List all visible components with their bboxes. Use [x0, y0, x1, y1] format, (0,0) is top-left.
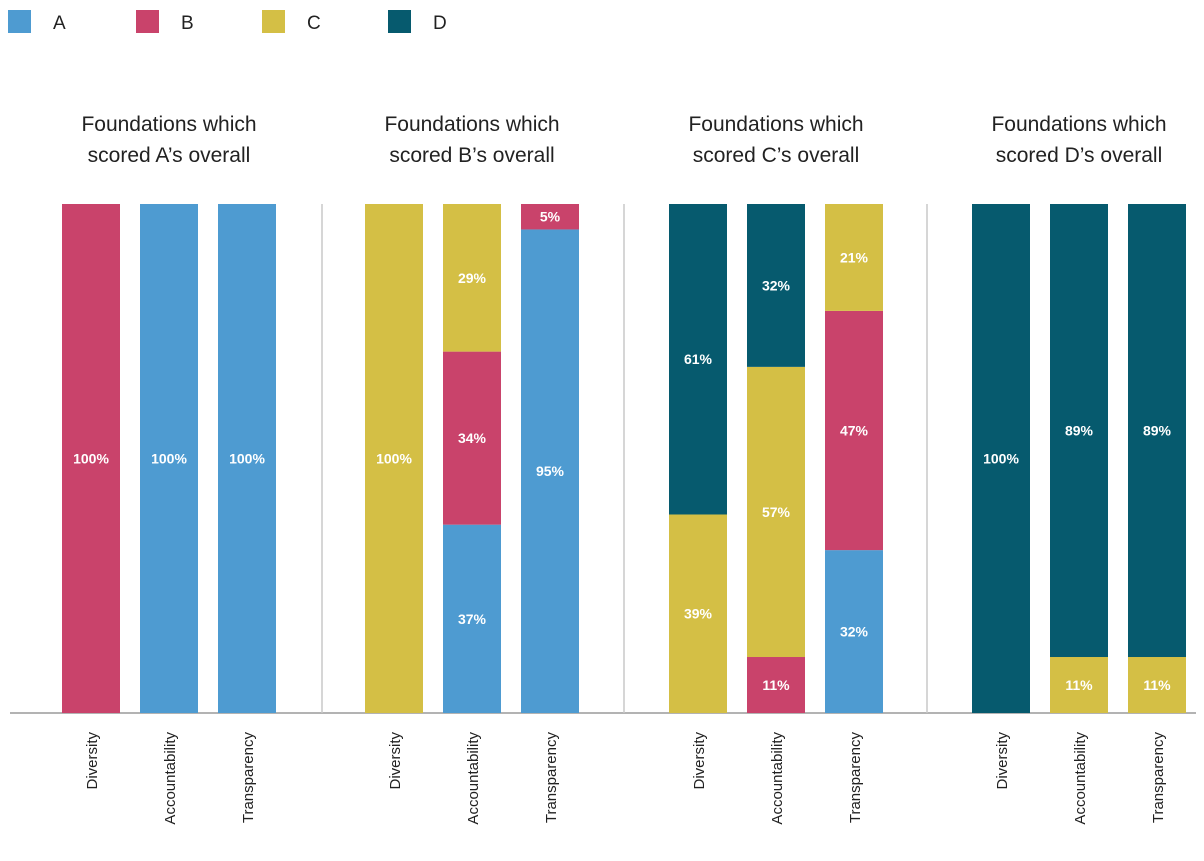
category-label-panel3-transparency: Transparency — [847, 732, 864, 824]
panel-title-4-line-2: scored D’s overall — [996, 144, 1163, 167]
data-label-panel3-transparency-a: 32% — [840, 624, 869, 640]
bar-segment-panel3-accountability-b — [747, 657, 805, 713]
category-label-panel1-accountability: Accountability — [162, 732, 179, 825]
bar-segment-panel3-transparency-a — [825, 550, 883, 713]
data-label-panel3-accountability-c: 57% — [762, 504, 791, 520]
data-label-panel4-accountability-d: 89% — [1065, 423, 1094, 439]
category-label-panel3-accountability: Accountability — [769, 732, 786, 825]
data-label-panel1-diversity-b: 100% — [73, 451, 109, 467]
bar-segment-panel2-accountability-b — [443, 351, 501, 525]
data-label-panel3-accountability-d: 32% — [762, 277, 791, 293]
bar-segment-panel3-diversity-d — [669, 204, 727, 515]
bar-segment-panel2-diversity-c — [365, 204, 423, 713]
bar-segment-panel4-transparency-c — [1128, 657, 1186, 713]
panel-title-2-line-1: Foundations which — [384, 113, 559, 136]
legend-swatch-a — [8, 10, 31, 33]
data-label-panel2-transparency-a: 95% — [536, 463, 565, 479]
category-label-panel4-accountability: Accountability — [1072, 732, 1089, 825]
data-label-panel1-accountability-a: 100% — [151, 451, 187, 467]
bar-segment-panel4-diversity-d — [972, 204, 1030, 713]
panel-title-2-line-2: scored B’s overall — [389, 144, 554, 167]
bar-segment-panel1-transparency-a — [218, 204, 276, 713]
legend-label-b: B — [181, 13, 194, 34]
category-label-panel4-diversity: Diversity — [994, 732, 1011, 790]
bar-segment-panel2-accountability-c — [443, 204, 501, 352]
legend-swatch-c — [262, 10, 285, 33]
category-label-panel2-accountability: Accountability — [465, 732, 482, 825]
category-label-panel4-transparency: Transparency — [1150, 732, 1167, 824]
bar-segment-panel3-accountability-c — [747, 366, 805, 658]
data-label-panel2-transparency-b: 5% — [540, 209, 561, 225]
bar-segment-panel3-diversity-c — [669, 514, 727, 713]
data-label-panel2-accountability-b: 34% — [458, 430, 487, 446]
data-label-panel2-accountability-a: 37% — [458, 611, 487, 627]
data-label-panel2-accountability-c: 29% — [458, 270, 487, 286]
bar-segment-panel4-accountability-d — [1050, 204, 1108, 658]
data-label-panel3-diversity-d: 61% — [684, 351, 713, 367]
legend-swatch-d — [388, 10, 411, 33]
bar-segment-panel2-transparency-a — [521, 229, 579, 713]
legend-swatch-b — [136, 10, 159, 33]
data-label-panel3-accountability-b: 11% — [762, 677, 790, 693]
bar-segment-panel2-transparency-b — [521, 204, 579, 230]
panel-title-3-line-2: scored C’s overall — [693, 144, 860, 167]
data-label-panel2-diversity-c: 100% — [376, 451, 412, 467]
panel-title-4-line-1: Foundations which — [991, 113, 1166, 136]
category-label-panel2-diversity: Diversity — [387, 732, 404, 790]
data-label-panel3-transparency-c: 21% — [840, 249, 869, 265]
data-label-panel1-transparency-a: 100% — [229, 451, 265, 467]
bar-segment-panel1-accountability-a — [140, 204, 198, 713]
panel-title-3-line-1: Foundations which — [688, 113, 863, 136]
bar-segment-panel2-accountability-a — [443, 524, 501, 713]
category-label-panel3-diversity: Diversity — [691, 732, 708, 790]
panel-title-1-line-2: scored A’s overall — [88, 144, 251, 167]
panel-title-1-line-1: Foundations which — [81, 113, 256, 136]
legend-label-a: A — [53, 13, 66, 34]
data-label-panel4-transparency-d: 89% — [1143, 423, 1172, 439]
legend-label-c: C — [307, 13, 321, 34]
data-label-panel4-diversity-d: 100% — [983, 451, 1019, 467]
category-label-panel1-transparency: Transparency — [240, 732, 257, 824]
data-label-panel4-transparency-c: 11% — [1143, 677, 1171, 693]
bar-segment-panel1-diversity-b — [62, 204, 120, 713]
data-label-panel4-accountability-c: 11% — [1065, 677, 1093, 693]
bar-segment-panel3-transparency-b — [825, 310, 883, 551]
bar-segment-panel3-accountability-d — [747, 204, 805, 367]
bar-segment-panel4-transparency-d — [1128, 204, 1186, 658]
category-label-panel1-diversity: Diversity — [84, 732, 101, 790]
bar-segment-panel4-accountability-c — [1050, 657, 1108, 713]
bar-segment-panel3-transparency-c — [825, 204, 883, 311]
category-label-panel2-transparency: Transparency — [543, 732, 560, 824]
data-label-panel3-transparency-b: 47% — [840, 423, 869, 439]
data-label-panel3-diversity-c: 39% — [684, 606, 713, 622]
legend-label-d: D — [433, 13, 447, 34]
